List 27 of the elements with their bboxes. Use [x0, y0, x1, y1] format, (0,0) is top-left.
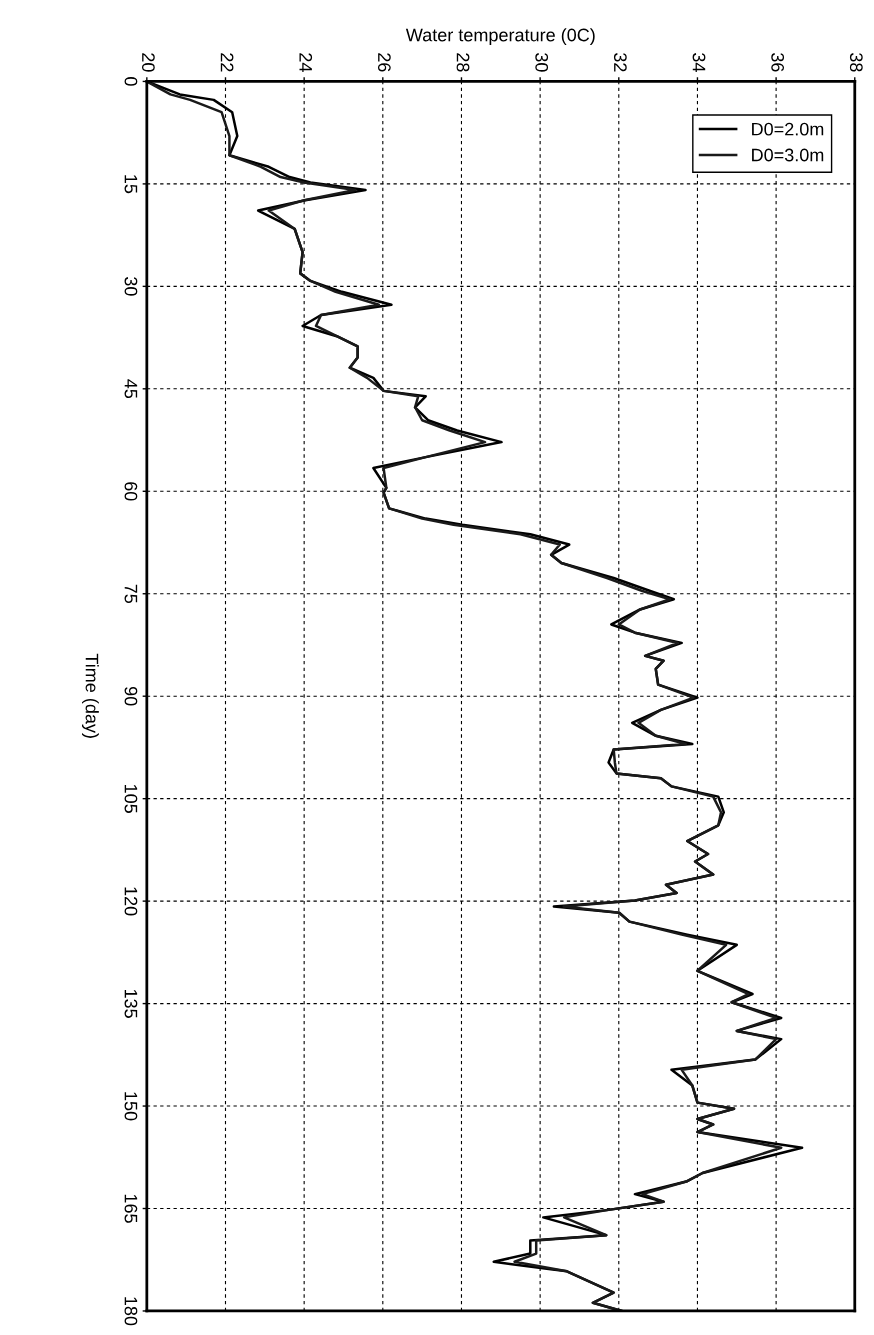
x-tick-label: 38: [849, 53, 863, 72]
x-tick-label: 26: [377, 53, 391, 72]
y-tick-label: 60: [124, 482, 138, 501]
y-tick-label: 180: [124, 1297, 138, 1326]
y-axis-title: Time (day): [82, 653, 99, 738]
x-tick-label: 22: [220, 53, 234, 72]
legend-label: D0=2.0m: [752, 122, 824, 136]
y-tick-label: 90: [124, 687, 138, 706]
x-tick-label: 32: [613, 53, 627, 72]
x-tick-label: 24: [299, 53, 313, 72]
y-tick-label: 75: [124, 584, 138, 604]
x-tick-label: 20: [141, 53, 155, 72]
x-axis-title: Water temperature (0C): [405, 28, 595, 45]
y-tick-label: 150: [124, 1092, 138, 1121]
y-tick-label: 105: [124, 784, 138, 813]
y-tick-label: 165: [124, 1194, 138, 1223]
y-tick-label: 0: [124, 77, 138, 86]
y-tick-label: 120: [124, 887, 138, 916]
y-tick-label: 135: [124, 989, 138, 1018]
y-tick-label: 45: [124, 379, 138, 399]
legend-label: D0=3.0m: [752, 148, 824, 162]
y-tick-label: 30: [124, 277, 138, 296]
x-tick-label: 36: [771, 53, 785, 72]
x-tick-label: 34: [692, 53, 706, 72]
x-tick-label: 28: [456, 53, 470, 72]
y-tick-label: 15: [124, 175, 138, 194]
x-tick-label: 30: [535, 53, 549, 72]
